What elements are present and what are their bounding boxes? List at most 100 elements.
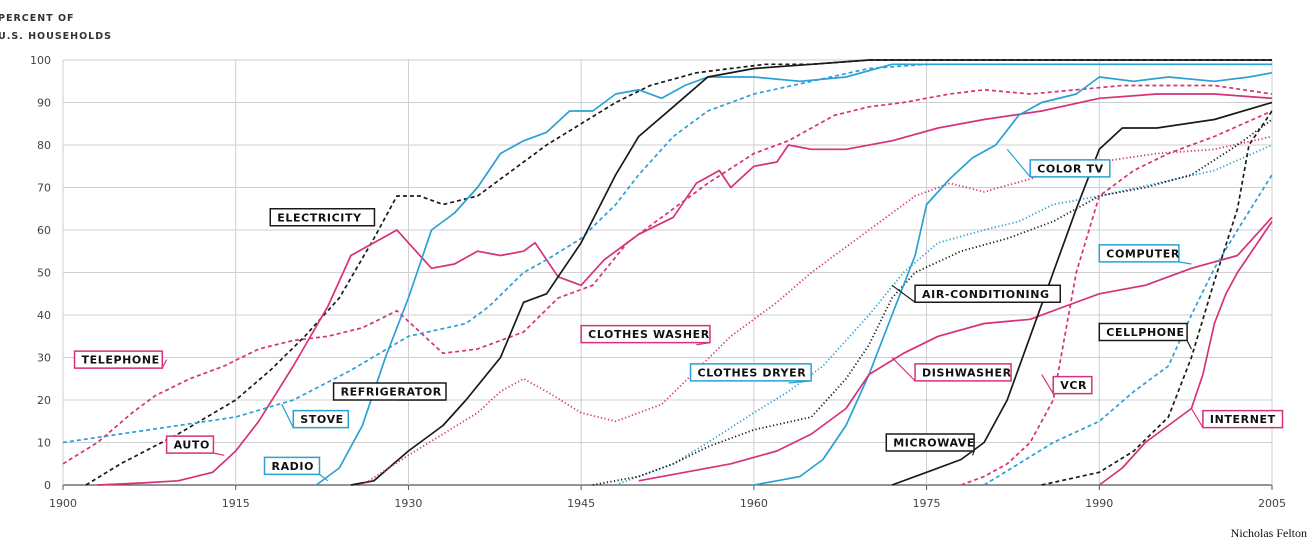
label-box [580, 324, 711, 344]
series-line-vcr [960, 110, 1273, 486]
label-text: COMPUTER [1106, 247, 1180, 260]
y-tick-label: 0 [44, 479, 51, 492]
series-label-stove: STOVE [281, 404, 350, 429]
series-line-radio [315, 63, 1272, 486]
label-text: REFRIGERATOR [341, 386, 442, 399]
series-label-clothes-washer: CLOTHES WASHER [580, 324, 711, 346]
x-tick-label: 1960 [740, 497, 768, 510]
series-line-internet [1098, 221, 1273, 486]
x-tick-label: 1990 [1085, 497, 1113, 510]
label-box [263, 456, 321, 476]
label-leader [1041, 374, 1054, 394]
label-box [1029, 159, 1111, 178]
series-line-stove [62, 63, 1272, 444]
label-text: TELEPHONE [82, 354, 160, 367]
label-leader [281, 404, 294, 428]
series-label-color-tv: COLOR TV [1006, 148, 1111, 178]
series-label-auto: AUTO [165, 435, 225, 456]
series-line-auto [97, 93, 1273, 486]
label-box [1098, 322, 1188, 342]
label-box [914, 284, 1062, 303]
credit-text: Nicholas Felton [1230, 526, 1307, 540]
series-label-vcr: VCR [1041, 374, 1093, 395]
series-line-telephone [62, 84, 1273, 465]
series-line-computer [983, 174, 1273, 486]
label-leader [319, 473, 329, 482]
label-text: VCR [1060, 379, 1087, 392]
label-text: DISHWASHER [922, 366, 1012, 379]
y-tick-label: 60 [37, 224, 51, 237]
x-tick-label: 1900 [49, 497, 77, 510]
y-tick-label: 10 [37, 437, 51, 450]
series-label-cellphone: CELLPHONE [1098, 322, 1192, 350]
label-box [1052, 375, 1093, 395]
series-line-dishwasher [638, 216, 1273, 482]
axes: 0 10 20 30 40 50 60 70 80 90 100 1900 1915 1930 1945 19… [30, 54, 1286, 510]
label-text: CLOTHES DRYER [698, 366, 807, 379]
x-tick-label: 1945 [567, 497, 595, 510]
series-line-electricity [85, 59, 1272, 486]
label-box [332, 382, 447, 401]
y-tick-label: 80 [37, 139, 51, 152]
series-line-microwave [891, 101, 1273, 486]
series-label-refrigerator: REFRIGERATOR [332, 382, 447, 401]
series-label-computer: COMPUTER [1098, 244, 1192, 265]
grid [62, 59, 1273, 486]
label-text: ELECTRICITY [277, 211, 362, 224]
label-text: CLOTHES WASHER [588, 328, 710, 341]
y-tick-label: 40 [37, 309, 51, 322]
series-label-dishwasher: DISHWASHER [891, 357, 1012, 382]
label-box [689, 363, 812, 382]
label-box [73, 350, 164, 369]
series-label-radio: RADIO [263, 456, 329, 482]
label-leader [1186, 340, 1192, 350]
series-line-air-conditioning [592, 118, 1273, 486]
series-label-internet: INTERNET [1190, 408, 1284, 429]
series-line-cellphone [1041, 110, 1273, 486]
label-box [292, 409, 350, 429]
label-text: MICROWAVE [893, 437, 975, 450]
series-labels: TELEPHONE ELECTRICITY AUTO STOVE RADIO REFRIG… [73, 148, 1284, 482]
series-line-color-tv [753, 71, 1273, 486]
y-tick-label: 20 [37, 394, 51, 407]
label-leader [891, 357, 916, 382]
series-line-refrigerator [350, 59, 1272, 486]
label-leader [891, 284, 916, 303]
label-text: COLOR TV [1037, 162, 1104, 175]
label-text: RADIO [272, 460, 315, 473]
label-text: STOVE [300, 413, 344, 426]
label-box [885, 433, 975, 452]
label-text: CELLPHONE [1106, 326, 1184, 339]
label-leader [213, 452, 225, 456]
label-text: AUTO [174, 439, 210, 452]
label-box [914, 363, 1012, 382]
series-lines [62, 59, 1273, 486]
y-tick-label: 70 [37, 182, 51, 195]
series-label-microwave: MICROWAVE [885, 433, 975, 456]
label-leader [1178, 261, 1192, 265]
label-box [269, 208, 376, 227]
label-leader [1006, 148, 1031, 178]
y-tick-label: 50 [37, 267, 51, 280]
x-tick-label: 1930 [394, 497, 422, 510]
label-box [165, 435, 215, 454]
y-axis-label-line-2: U.S. HOUSEHOLDS [0, 31, 112, 42]
series-line-clothes-washer [361, 135, 1273, 486]
y-axis-label-line-1: PERCENT OF [0, 13, 75, 24]
x-tick-label: 1915 [222, 497, 250, 510]
label-leader [1190, 408, 1204, 428]
series-label-air-conditioning: AIR-CONDITIONING [891, 284, 1062, 303]
series-label-clothes-dryer: CLOTHES DRYER [689, 363, 812, 384]
label-box [1202, 409, 1284, 429]
label-text: AIR-CONDITIONING [922, 288, 1050, 301]
y-tick-label: 100 [30, 54, 51, 67]
series-label-telephone: TELEPHONE [73, 350, 168, 369]
y-tick-label: 90 [37, 97, 51, 110]
series-label-electricity: ELECTRICITY [269, 208, 376, 227]
y-tick-label: 30 [37, 352, 51, 365]
label-text: INTERNET [1210, 413, 1276, 426]
label-box [1098, 244, 1180, 263]
x-tick-label: 1975 [913, 497, 941, 510]
